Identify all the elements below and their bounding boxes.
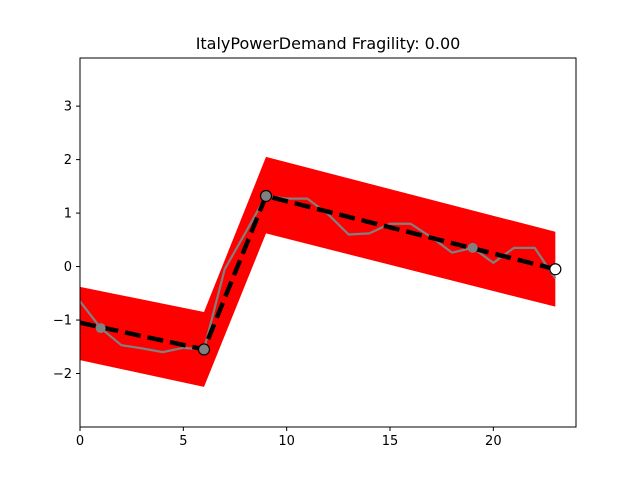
x-tick-label-0: 0 [76, 434, 84, 449]
x-tick-label-2: 10 [278, 434, 295, 449]
breakpoint-marker-2 [259, 189, 273, 203]
plot-area [80, 156, 562, 387]
series-point-1 [467, 242, 478, 253]
x-tick-label-4: 20 [485, 434, 502, 449]
x-tick-label-3: 15 [382, 434, 399, 449]
y-tick-label-2: 0 [64, 260, 72, 275]
chart-title: ItalyPowerDemand Fragility: 0.00 [196, 34, 461, 53]
breakpoint-marker-1 [197, 343, 211, 356]
trend-line [80, 193, 556, 352]
y-tick-label-0: −2 [53, 367, 72, 382]
x-tick-label-1: 5 [179, 434, 187, 449]
y-tick-label-3: 1 [64, 207, 72, 222]
axes: 0 5 10 15 20 −2 −1 0 1 2 3 [53, 100, 502, 449]
plot-frame [79, 57, 577, 428]
breakpoint-marker-4 [549, 263, 562, 276]
plot-content [80, 156, 562, 387]
y-tick-label-5: 3 [64, 100, 72, 115]
series-point-0 [95, 323, 106, 334]
fragility-band [80, 156, 556, 387]
y-tick-label-4: 2 [64, 153, 72, 168]
y-tick-label-1: −1 [53, 314, 72, 329]
